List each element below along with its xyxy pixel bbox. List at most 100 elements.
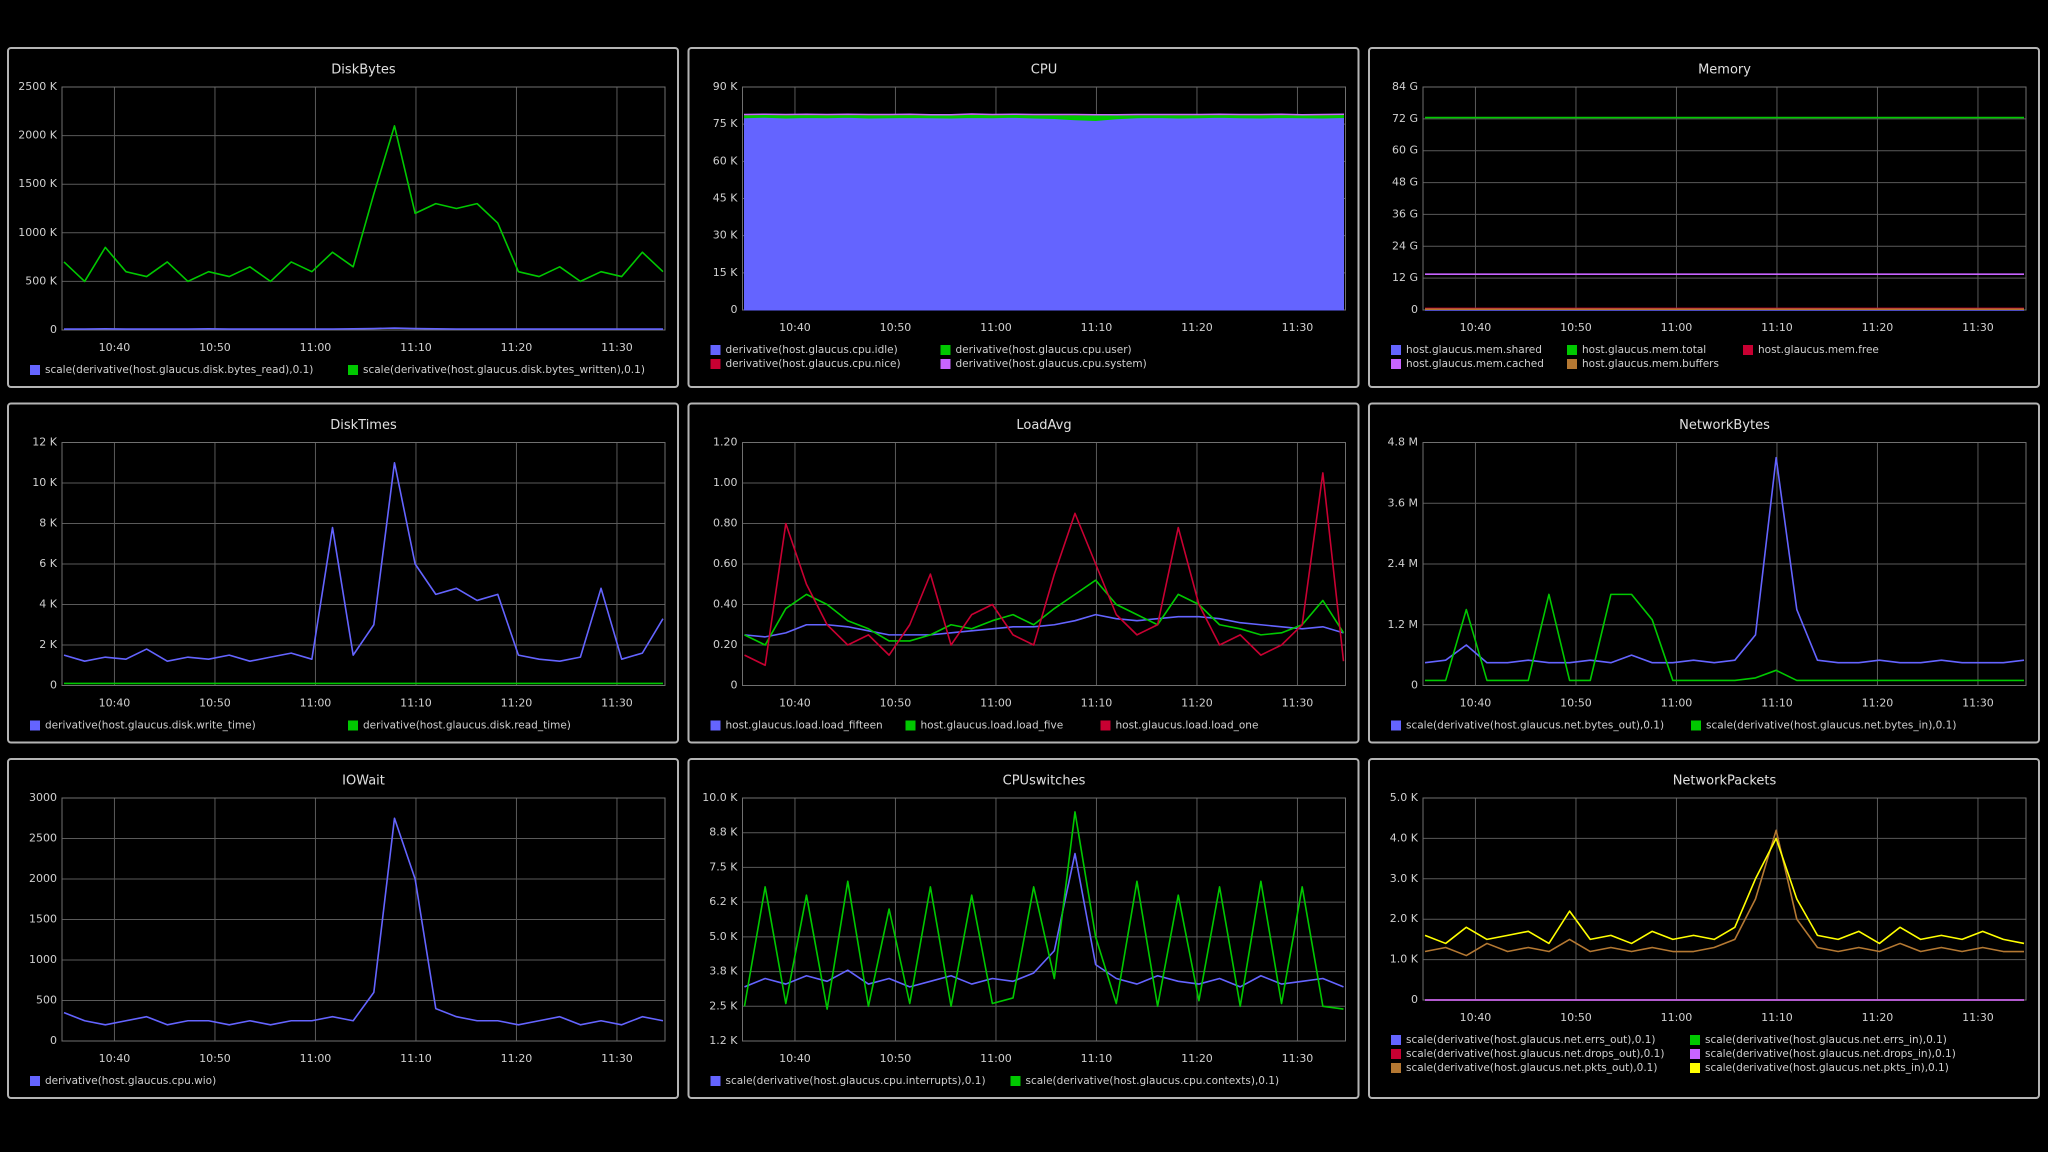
legend-label: derivative(host.glaucus.disk.write_time) <box>45 720 256 732</box>
panel-title: NetworkPackets <box>1673 774 1777 789</box>
legend-swatch <box>348 365 358 375</box>
y-tick-label: 36 G <box>1392 207 1418 220</box>
legend-label: scale(derivative(host.glaucus.disk.bytes… <box>363 364 645 376</box>
y-tick-label: 48 G <box>1392 176 1418 189</box>
x-tick-label: 11:30 <box>1962 1011 1994 1024</box>
x-tick-label: 10:50 <box>880 697 912 710</box>
x-tick-label: 11:00 <box>300 341 332 354</box>
line <box>1424 837 2025 945</box>
plot-frame <box>1422 442 2027 686</box>
legend-label: scale(derivative(host.glaucus.disk.bytes… <box>45 364 313 376</box>
y-tick-label: 1500 <box>29 913 57 926</box>
x-tick-label: 11:10 <box>1761 1011 1793 1024</box>
y-tick-label: 2 K <box>39 638 57 651</box>
panel-title: Memory <box>1698 63 1751 78</box>
legend-label: derivative(host.glaucus.disk.read_time) <box>363 720 571 732</box>
y-tick-label: 75 K <box>713 117 738 130</box>
x-tick-label: 11:00 <box>980 1052 1012 1065</box>
x-tick-label: 11:00 <box>1661 1011 1693 1024</box>
legend-label: host.glaucus.load.load_five <box>921 720 1064 732</box>
y-tick-label: 1.00 <box>713 476 738 489</box>
legend-swatch <box>1691 720 1701 731</box>
x-tick-label: 11:10 <box>400 697 432 710</box>
y-tick-label: 5.0 K <box>709 930 738 943</box>
x-tick-label: 11:20 <box>1862 1011 1894 1024</box>
y-tick-label: 60 K <box>713 154 738 167</box>
y-tick-label: 2500 <box>29 832 57 845</box>
y-tick-label: 0 <box>50 679 57 692</box>
x-tick-label: 11:30 <box>601 1052 633 1065</box>
line <box>64 327 663 330</box>
panel <box>687 402 1360 744</box>
x-tick-label: 10:40 <box>779 1052 811 1065</box>
legend-label: host.glaucus.mem.total <box>1582 344 1706 356</box>
x-tick-label: 11:20 <box>1181 321 1213 334</box>
x-tick-label: 11:10 <box>400 1052 432 1065</box>
legend-label: host.glaucus.load.load_one <box>1116 720 1259 732</box>
x-tick-label: 10:40 <box>99 341 131 354</box>
legend-label: derivative(host.glaucus.cpu.wio) <box>45 1075 216 1087</box>
x-tick-label: 10:50 <box>880 321 912 334</box>
x-tick-label: 11:20 <box>1862 697 1894 710</box>
y-tick-label: 6 K <box>39 557 57 570</box>
x-tick-label: 11:20 <box>501 1052 533 1065</box>
x-tick-label: 11:20 <box>501 341 533 354</box>
plot-frame <box>61 86 666 331</box>
y-tick-label: 72 G <box>1392 112 1418 125</box>
x-tick-label: 11:00 <box>980 321 1012 334</box>
y-tick-label: 3.0 K <box>1390 872 1419 885</box>
x-tick-label: 10:40 <box>99 697 131 710</box>
x-tick-label: 11:10 <box>400 341 432 354</box>
y-tick-label: 2.4 M <box>1388 557 1418 570</box>
y-tick-label: 0 <box>1411 993 1418 1006</box>
y-tick-label: 1000 <box>29 953 57 966</box>
y-tick-label: 10.0 K <box>702 791 738 804</box>
y-tick-label: 0 <box>50 1034 57 1047</box>
y-tick-label: 3000 <box>29 791 57 804</box>
legend-swatch <box>30 365 40 375</box>
x-tick-label: 10:50 <box>1560 697 1592 710</box>
panel-title: IOWait <box>342 774 385 789</box>
y-tick-label: 2.5 K <box>709 999 738 1012</box>
legend-label: scale(derivative(host.glaucus.net.errs_i… <box>1705 1034 1947 1046</box>
legend-swatch <box>1567 359 1577 369</box>
plot-frame <box>61 797 666 1042</box>
x-tick-label: 11:10 <box>1081 321 1113 334</box>
x-tick-label: 11:30 <box>601 697 633 710</box>
legend-label: host.glaucus.load.load_fifteen <box>726 720 883 732</box>
legend-label: derivative(host.glaucus.cpu.user) <box>956 344 1132 356</box>
x-tick-label: 10:40 <box>779 321 811 334</box>
legend-swatch <box>1690 1049 1700 1059</box>
legend-label: scale(derivative(host.glaucus.net.pkts_o… <box>1406 1062 1657 1074</box>
legend-swatch <box>1391 345 1401 355</box>
y-tick-label: 0.80 <box>713 517 738 530</box>
y-tick-label: 0.20 <box>713 638 738 651</box>
x-tick-label: 10:50 <box>880 1052 912 1065</box>
legend-swatch <box>710 345 721 355</box>
x-tick-label: 11:20 <box>1181 1052 1213 1065</box>
y-tick-label: 5.0 K <box>1390 791 1419 804</box>
y-tick-label: 2500 K <box>18 80 57 93</box>
panel <box>7 758 679 1099</box>
x-tick-label: 11:20 <box>501 697 533 710</box>
legend-swatch <box>1391 1035 1401 1045</box>
y-tick-label: 60 G <box>1392 144 1418 157</box>
x-tick-label: 11:10 <box>1761 697 1793 710</box>
x-tick-label: 10:40 <box>1460 697 1492 710</box>
panel <box>687 758 1360 1099</box>
panel <box>1368 402 2040 744</box>
line <box>744 613 1344 638</box>
legend-swatch <box>1010 1076 1021 1086</box>
panel <box>1368 47 2040 388</box>
legend-label: scale(derivative(host.glaucus.net.bytes_… <box>1706 720 1956 732</box>
legend-swatch <box>940 359 951 369</box>
x-tick-label: 11:10 <box>1081 1052 1113 1065</box>
y-tick-label: 500 K <box>25 274 57 287</box>
panel-title: NetworkBytes <box>1679 418 1770 433</box>
x-tick-label: 10:40 <box>1460 321 1492 334</box>
y-tick-label: 1.2 K <box>709 1034 738 1047</box>
y-tick-label: 90 K <box>713 80 738 93</box>
y-tick-label: 0.40 <box>713 598 738 611</box>
line <box>1425 593 2024 682</box>
